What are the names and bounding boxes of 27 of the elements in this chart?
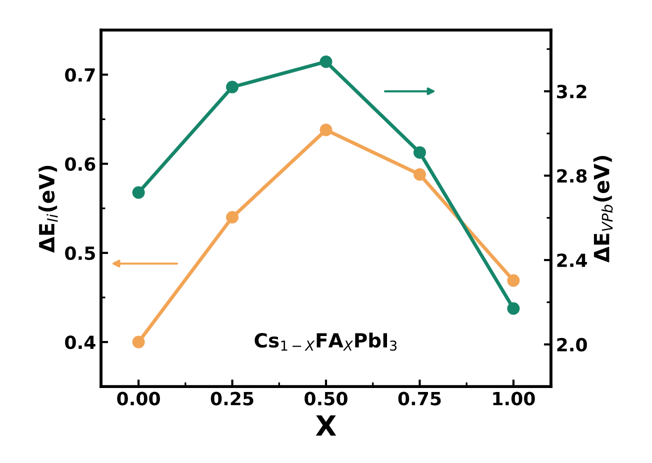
- point: [413, 168, 426, 181]
- y2-tick-label: 2.4: [557, 253, 587, 267]
- annotation: Cs$_{1−X}$FA$_{X}$PbI$_{3}$: [254, 332, 397, 351]
- x-tick-label: 0.25: [210, 392, 254, 406]
- point: [507, 274, 520, 287]
- y-tick-label: 0.7: [65, 68, 95, 82]
- x-tick-label: 0.00: [117, 392, 160, 406]
- y-axis-title: ΔE$_{Ii}$(eV): [38, 166, 58, 253]
- point: [320, 124, 332, 136]
- x-tick-label: 1.00: [493, 392, 535, 406]
- point: [132, 186, 145, 199]
- y2-tick-label: 2.8: [557, 169, 587, 183]
- point: [226, 80, 239, 94]
- y-tick-label: 0.4: [65, 336, 96, 350]
- x-tick-label: 0.75: [398, 392, 441, 406]
- y-tick-label: 0.6: [65, 157, 96, 171]
- y2-tick-label: 3.2: [557, 84, 586, 98]
- y-tick-label: 0.5: [65, 246, 95, 260]
- point: [320, 55, 332, 68]
- point: [507, 302, 520, 315]
- x-axis-title: X: [316, 415, 336, 436]
- x-tick-label: 0.50: [304, 392, 348, 406]
- point: [413, 146, 426, 159]
- y2-axis-title: ΔE$_{VPb}$(eV): [593, 156, 613, 263]
- y2-tick-label: 2.0: [557, 338, 587, 352]
- point: [132, 336, 145, 348]
- point: [226, 211, 239, 224]
